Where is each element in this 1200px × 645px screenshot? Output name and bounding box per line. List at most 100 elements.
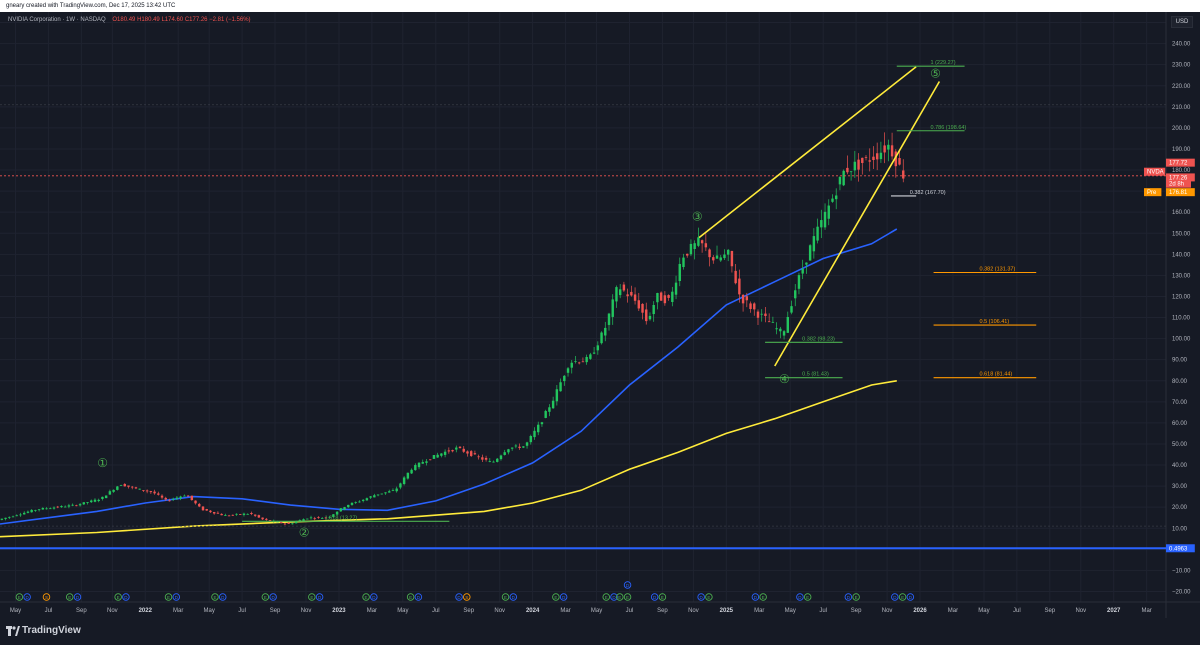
channel-lower-line [774,81,941,367]
event-marker-label: E [264,595,267,600]
wave-label: ⑤ [930,66,941,80]
price-chart[interactable]: 1 (229.27) 0.786 (198.64) 0.382 (98.23) 0.5… [0,12,1200,618]
event-marker-icon [362,593,370,601]
event-marker-label: E [605,595,608,600]
event-marker-label: E [409,595,412,600]
candle-down [659,292,663,301]
event-marker-icon [559,593,568,601]
candle-down [157,493,160,495]
event-marker-label: D [76,595,80,600]
event-marker-label: D [893,595,897,600]
x-tick-label: May [10,608,21,614]
wave-label: ④ [779,372,790,386]
candle-up [30,509,33,513]
x-tick-label: Nov [688,608,699,614]
candle-down [164,497,167,500]
chart-panel[interactable]: NVIDIA Corporation · 1W · NASDAQ O180.49… [0,12,1200,618]
candle-down [708,249,711,258]
x-tick-label: Sep [657,608,668,614]
y-tick-label: 210.00 [1172,105,1191,111]
event-marker-label: E [18,595,21,600]
candle-up [533,430,536,438]
annotations: 1 (229.27) 0.786 (198.64) 0.382 (98.23) 0.5… [0,60,1166,550]
candle-up [335,511,339,515]
candle-down [712,257,715,261]
candle-up [604,327,607,336]
candle-up [618,289,622,296]
candle-up [224,515,227,516]
candle-down [149,491,153,493]
y-tick-label: 100.00 [1172,337,1191,343]
candle-up [291,523,294,525]
x-tick-label: Jul [626,608,634,614]
candle-up [391,490,395,492]
candle-down [231,514,235,516]
y-tick-label: 230.00 [1172,63,1191,69]
candle-down [253,514,257,516]
candle-up [60,506,63,508]
event-marker-label: D [798,595,802,600]
event-marker-label: D [847,595,851,600]
price-badge-text: 177.72 [1169,161,1188,167]
candle-up [551,400,555,409]
event-marker-label: E [661,595,664,600]
event-marker-label: E [68,595,71,600]
currency-button[interactable]: USD [1171,16,1193,28]
candle-up [611,299,614,317]
candle-up [246,513,249,515]
candle-up [715,255,719,259]
tradingview-logo[interactable]: TradingView [6,625,81,636]
candle-up [179,496,182,499]
candle-down [767,321,771,323]
candle-up [376,494,380,496]
candle-up [499,455,503,460]
y-tick-label: 220.00 [1172,84,1191,90]
candle-up [37,509,41,511]
candle-up [786,316,789,333]
price-badge [1166,158,1195,167]
candle-up [0,518,4,520]
x-tick-label: Jul [1013,608,1021,614]
event-marker-icon [463,593,471,601]
candle-up [119,485,123,486]
candle-down [704,243,708,248]
candle-down [686,253,689,256]
x-tick-label: May [978,608,989,614]
fib-level-label: 0.618 (81.44) [980,372,1013,378]
candle-up [760,313,763,315]
candle-down [250,512,253,514]
x-tick-label: Nov [882,608,893,614]
candle-up [879,152,883,160]
event-marker-label: E [504,595,507,600]
candle-down [145,490,149,492]
x-tick-label: 2027 [1107,608,1121,614]
candle-up [52,507,56,509]
event-marker-label: E [626,595,629,600]
candle-down [663,295,667,304]
symbol-name: NVIDIA Corporation · 1W · NASDAQ [8,17,106,23]
grid-lines [0,12,1200,618]
candle-up [525,442,529,446]
candle-up [831,198,834,202]
x-tick-label: Sep [270,608,281,614]
candle-down [738,278,741,295]
event-marker-icon [370,593,378,601]
candle-down [857,159,860,170]
close-value: C177.26 [184,17,208,23]
candle-up [719,257,722,261]
attribution-header: gneary created with TradingView.com, Dec… [0,0,1200,12]
y-tick-label: 200.00 [1172,126,1191,132]
candle-down [212,512,216,514]
candle-down [458,446,462,449]
brand-name: TradingView [22,625,81,636]
event-marker-label: D [372,595,376,600]
event-marker-icon [308,593,316,601]
candle-up [41,507,45,510]
fib-level-label: 0.382 (167.70) [910,190,946,196]
candle-up [697,237,700,246]
candle-down [622,284,626,291]
x-tick-label: 2022 [139,608,153,614]
candle-down [313,518,316,520]
candle-up [242,513,246,515]
x-tick-label: 2023 [332,608,346,614]
